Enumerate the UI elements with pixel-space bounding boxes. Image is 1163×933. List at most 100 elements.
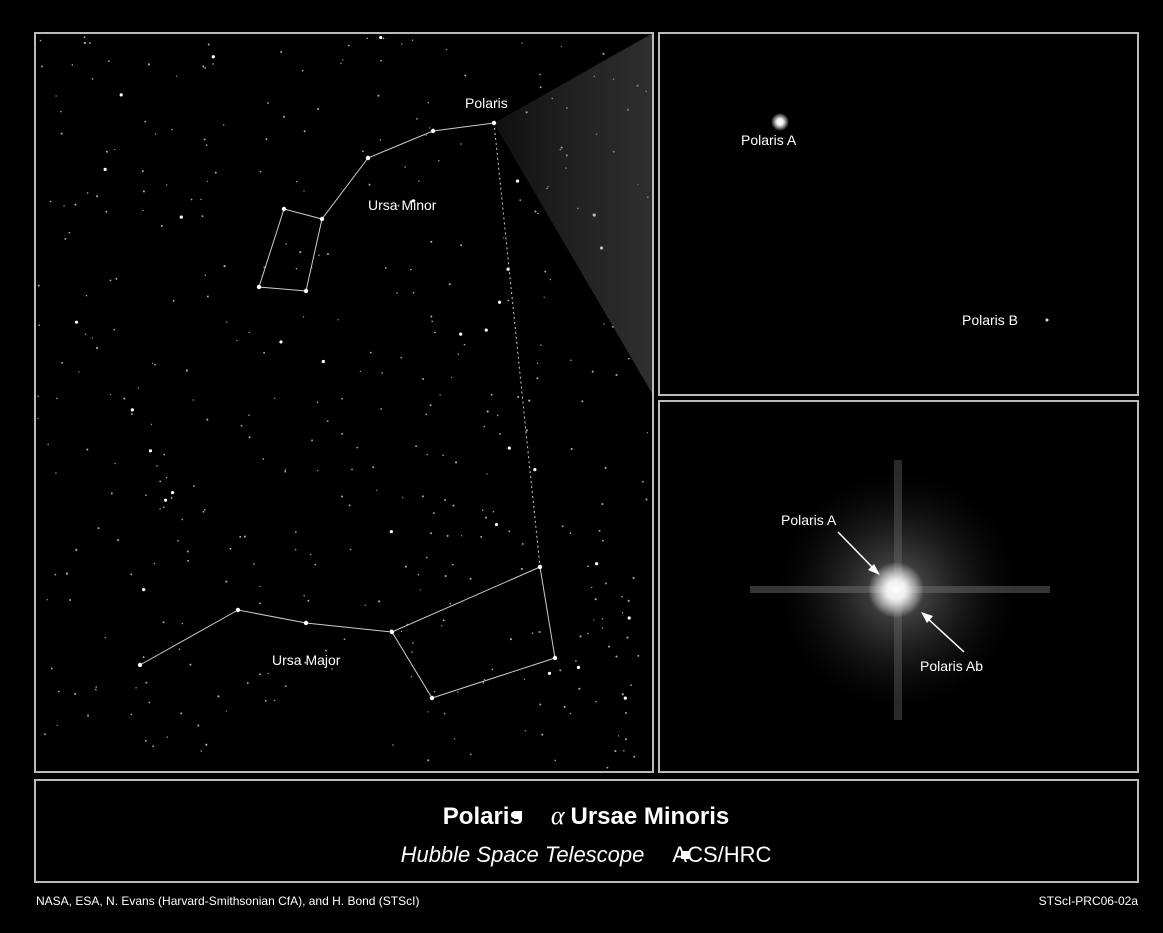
star bbox=[464, 344, 466, 346]
star bbox=[274, 700, 276, 702]
star bbox=[539, 704, 541, 706]
star bbox=[521, 42, 522, 43]
star bbox=[404, 166, 405, 167]
star bbox=[433, 512, 435, 514]
star bbox=[624, 697, 627, 700]
star bbox=[226, 710, 227, 711]
star bbox=[426, 557, 428, 559]
star bbox=[416, 118, 418, 120]
star bbox=[265, 700, 267, 702]
star bbox=[425, 414, 427, 416]
star bbox=[351, 468, 353, 470]
star bbox=[61, 133, 63, 135]
star bbox=[392, 744, 393, 745]
star bbox=[96, 195, 98, 197]
title-name: Polaris bbox=[443, 803, 523, 830]
star bbox=[47, 444, 48, 445]
star bbox=[182, 623, 183, 624]
star bbox=[84, 42, 86, 44]
credits-right: STScI-PRC06-02a bbox=[1039, 894, 1139, 908]
star bbox=[159, 508, 160, 509]
star bbox=[633, 756, 635, 758]
star bbox=[186, 369, 188, 371]
star bbox=[427, 711, 428, 712]
star bbox=[510, 638, 512, 640]
star bbox=[226, 321, 227, 322]
star bbox=[66, 573, 68, 575]
star bbox=[491, 394, 493, 396]
star bbox=[202, 65, 204, 67]
star bbox=[95, 686, 97, 688]
star bbox=[105, 211, 107, 213]
star bbox=[434, 691, 435, 692]
star bbox=[434, 332, 436, 334]
star bbox=[454, 738, 455, 739]
star bbox=[412, 39, 413, 40]
star bbox=[340, 63, 341, 64]
star bbox=[203, 511, 205, 513]
star bbox=[429, 127, 430, 128]
star bbox=[200, 199, 201, 200]
star bbox=[229, 548, 231, 550]
star bbox=[206, 144, 208, 146]
star bbox=[257, 285, 261, 289]
star bbox=[282, 207, 286, 211]
star bbox=[372, 466, 374, 468]
star bbox=[492, 121, 496, 125]
star bbox=[420, 589, 421, 590]
star bbox=[444, 499, 446, 501]
star bbox=[69, 232, 71, 234]
star bbox=[537, 213, 539, 215]
star bbox=[50, 201, 52, 203]
star bbox=[244, 535, 246, 537]
star bbox=[207, 296, 209, 298]
star bbox=[105, 637, 106, 638]
star bbox=[534, 210, 536, 212]
star bbox=[142, 588, 145, 591]
star bbox=[446, 49, 447, 50]
star bbox=[38, 324, 40, 326]
star bbox=[55, 472, 56, 473]
star bbox=[142, 210, 143, 211]
star bbox=[135, 687, 136, 688]
label-polaris-a-hst: Polaris A bbox=[781, 512, 837, 528]
star bbox=[167, 736, 168, 737]
star bbox=[532, 632, 534, 634]
star bbox=[625, 738, 627, 740]
star bbox=[143, 190, 145, 192]
star bbox=[155, 133, 156, 134]
star bbox=[410, 269, 412, 271]
star bbox=[415, 445, 417, 447]
star bbox=[400, 357, 402, 359]
star bbox=[418, 180, 419, 181]
label-ursa-minor: Ursa Minor bbox=[368, 197, 437, 213]
star bbox=[570, 532, 572, 534]
star bbox=[69, 599, 71, 601]
star bbox=[304, 130, 306, 132]
star bbox=[317, 470, 318, 471]
star bbox=[204, 67, 206, 69]
star bbox=[614, 750, 616, 752]
star bbox=[86, 448, 88, 450]
star bbox=[422, 495, 424, 497]
star bbox=[299, 251, 301, 253]
star bbox=[577, 666, 580, 669]
star bbox=[528, 400, 530, 402]
star bbox=[138, 663, 142, 667]
star bbox=[378, 600, 380, 602]
star bbox=[189, 664, 191, 666]
star bbox=[263, 352, 265, 354]
star bbox=[74, 693, 76, 695]
star bbox=[212, 55, 215, 58]
star bbox=[349, 504, 351, 506]
star bbox=[445, 575, 447, 577]
star bbox=[360, 371, 361, 372]
star bbox=[331, 668, 332, 669]
star bbox=[492, 669, 494, 671]
star bbox=[430, 404, 432, 406]
star bbox=[225, 581, 227, 583]
star bbox=[554, 760, 556, 762]
star bbox=[249, 436, 251, 438]
star bbox=[548, 672, 551, 675]
star bbox=[499, 433, 501, 435]
